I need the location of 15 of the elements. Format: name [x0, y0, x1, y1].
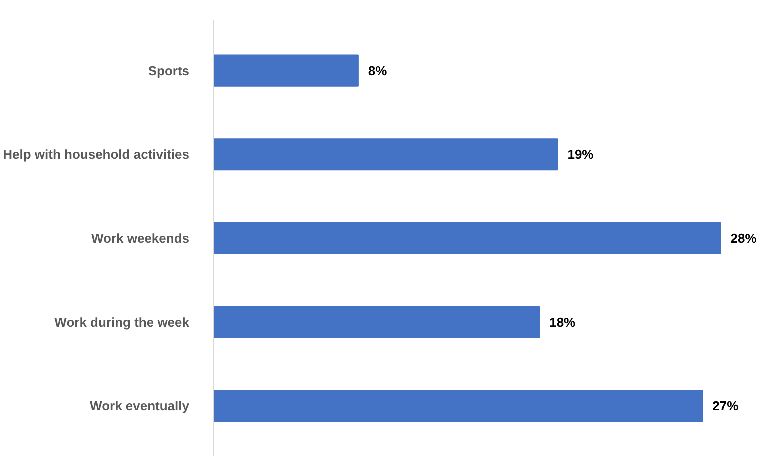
y-tick-label: Work eventually — [90, 398, 190, 414]
data-label: 19% — [568, 147, 594, 162]
y-tick-label: Sports — [148, 63, 190, 78]
y-tick-label: Work weekends — [91, 231, 190, 246]
y-tick-label: Work during the week — [54, 314, 190, 330]
bar — [214, 54, 359, 87]
bar — [214, 390, 704, 422]
data-label: 8% — [368, 63, 388, 78]
data-label: 27% — [712, 398, 740, 414]
data-label: 18% — [550, 314, 576, 330]
bar — [214, 222, 722, 255]
bar — [214, 306, 540, 338]
bar — [214, 138, 558, 171]
data-label: 28% — [730, 231, 758, 246]
y-tick-label: Help with household activities — [3, 147, 190, 162]
